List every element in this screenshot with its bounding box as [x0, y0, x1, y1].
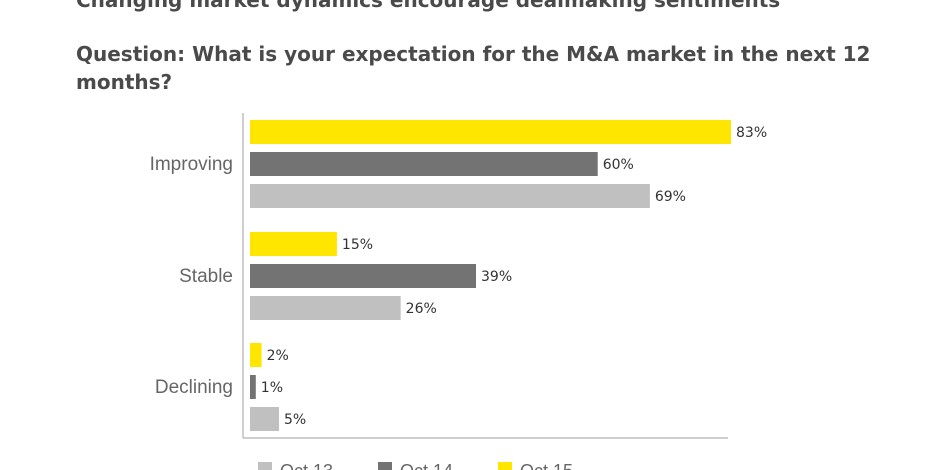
value-label-improving-oct-14: 60%: [603, 157, 634, 173]
bar-stable-oct-13: [250, 296, 401, 320]
bar-improving-oct-13: [250, 184, 650, 208]
bar-declining-oct-13: [250, 407, 279, 431]
value-label-improving-oct-15: 83%: [736, 125, 767, 141]
bars-layer: 83% 60% 69% 15% 39% 26% 2% 1%5%: [250, 120, 767, 431]
category-label-stable: Stable: [179, 266, 233, 287]
bar-declining-oct-15: [250, 343, 262, 367]
bar-stable-oct-14: [250, 264, 477, 288]
value-label-stable-oct-15: 15%: [342, 237, 373, 253]
chart-title: Changing market dynamics encourage dealm…: [76, 0, 781, 12]
legend: Oct 13 Oct 14 Oct 15: [258, 461, 573, 470]
category-label-improving: Improving: [150, 154, 233, 175]
value-label-improving-oct-13: 69%: [655, 189, 686, 205]
legend-swatch-oct-14: [378, 462, 392, 470]
bar-stable-oct-15: [250, 232, 337, 256]
legend-label-oct-14: Oct 14: [400, 461, 453, 470]
value-label-stable-oct-13: 26%: [406, 301, 437, 317]
legend-label-oct-15: Oct 15: [520, 461, 573, 470]
bar-improving-oct-14: [250, 152, 598, 176]
bar-improving-oct-15: [250, 120, 731, 144]
legend-swatch-oct-15: [498, 462, 512, 470]
value-label-declining-oct-15: 2%: [267, 348, 289, 364]
legend-swatch-oct-13: [258, 462, 272, 470]
survey-question: Question: What is your expectation for t…: [76, 42, 871, 94]
legend-label-oct-13: Oct 13: [280, 461, 333, 470]
category-label-declining: Declining: [155, 377, 233, 398]
value-label-declining-oct-13: 5%: [284, 412, 306, 428]
value-label-declining-oct-14: 1%: [261, 380, 283, 396]
bar-declining-oct-14: [250, 375, 256, 399]
category-labels: Improving Stable Declining: [150, 154, 233, 398]
value-label-stable-oct-14: 39%: [481, 269, 512, 285]
axis-layer: [242, 113, 728, 439]
